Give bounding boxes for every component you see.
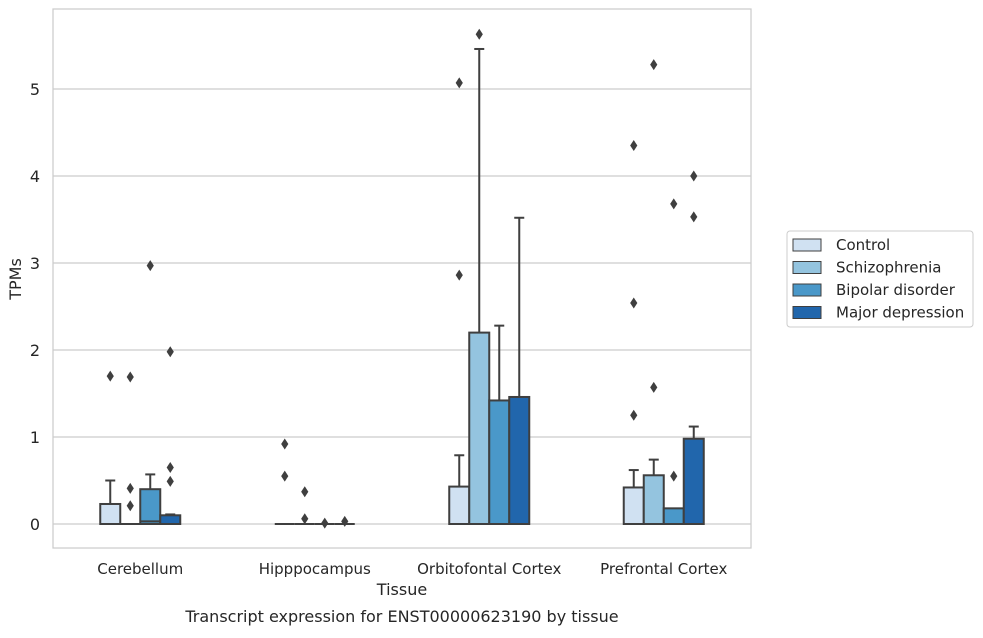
x-tick-label: Orbitofontal Cortex — [417, 560, 561, 578]
y-tick-labels: 0 1 2 3 4 5 — [30, 80, 40, 534]
outlier-point — [670, 198, 678, 210]
outlier-point — [166, 475, 174, 487]
y-tick-label: 5 — [30, 80, 40, 99]
box-body — [468, 331, 491, 525]
legend-swatch — [792, 238, 822, 252]
box-group — [642, 458, 665, 525]
box-body — [662, 507, 685, 525]
x-axis-label: Tissue — [376, 580, 427, 599]
outliers-layer — [106, 28, 698, 529]
box-group — [139, 473, 162, 526]
y-tick-label: 0 — [30, 515, 40, 534]
box-group — [159, 513, 182, 525]
y-tick-label: 2 — [30, 341, 40, 360]
legend-swatch — [792, 306, 822, 319]
outlier-point — [341, 515, 349, 527]
outlier-point — [455, 77, 463, 89]
outlier-point — [690, 211, 698, 223]
outlier-point — [281, 470, 289, 482]
x-tick-label: Hipppocampus — [259, 560, 371, 578]
legend: Control Schizophrenia Bipolar disorder Majo… — [786, 230, 974, 328]
outlier-point — [630, 297, 638, 309]
outlier-point — [146, 260, 154, 272]
box-group — [662, 507, 685, 525]
outlier-point — [281, 438, 289, 450]
outlier-point — [126, 482, 134, 494]
legend-label: Schizophrenia — [836, 259, 941, 277]
legend-label: Major depression — [836, 304, 964, 322]
legend-label: Control — [836, 236, 890, 254]
outlier-point — [301, 486, 309, 498]
box-group — [682, 425, 705, 525]
legend-swatch — [792, 261, 822, 274]
outlier-point — [166, 461, 174, 473]
legend-swatch — [792, 283, 822, 297]
y-tick-label: 3 — [30, 254, 40, 273]
box-body — [642, 474, 665, 525]
box-group — [508, 216, 531, 526]
box-body — [159, 514, 182, 525]
outlier-point — [301, 513, 309, 525]
x-tick-label: Prefrontal Cortex — [600, 560, 727, 578]
y-tick-label: 4 — [30, 167, 40, 186]
outlier-point — [630, 140, 638, 152]
legend-label: Bipolar disorder — [836, 281, 956, 299]
outlier-point — [475, 28, 483, 40]
outlier-point — [126, 500, 134, 512]
chart-caption: Transcript expression for ENST0000062319… — [184, 607, 618, 626]
plot-frame — [52, 8, 752, 549]
box-group — [468, 47, 491, 525]
outlier-point — [455, 269, 463, 281]
outlier-point — [126, 371, 134, 383]
box-body — [448, 485, 471, 525]
box-body — [682, 437, 705, 525]
outlier-point — [670, 470, 678, 482]
box-group — [448, 454, 471, 525]
boxes-layer — [99, 47, 705, 526]
box-body — [622, 486, 645, 525]
outlier-point — [690, 170, 698, 182]
box-group — [488, 324, 511, 525]
outlier-point — [321, 517, 329, 529]
x-tick-label: Cerebellum — [97, 560, 183, 578]
outlier-point — [630, 409, 638, 421]
y-tick-label: 1 — [30, 428, 40, 447]
legend-frame — [786, 230, 974, 328]
x-tick-labels: Cerebellum Hipppocampus Orbitofontal Corte… — [97, 560, 727, 578]
outlier-point — [650, 59, 658, 71]
box-body — [139, 488, 162, 526]
plot-background — [53, 9, 751, 548]
outlier-point — [650, 381, 658, 393]
y-axis-label: TPMs — [6, 258, 25, 301]
box-group — [99, 479, 122, 525]
outlier-point — [106, 370, 114, 382]
box-body — [488, 399, 511, 525]
box-body — [99, 502, 122, 525]
box-body — [508, 395, 531, 526]
outlier-point — [166, 346, 174, 358]
